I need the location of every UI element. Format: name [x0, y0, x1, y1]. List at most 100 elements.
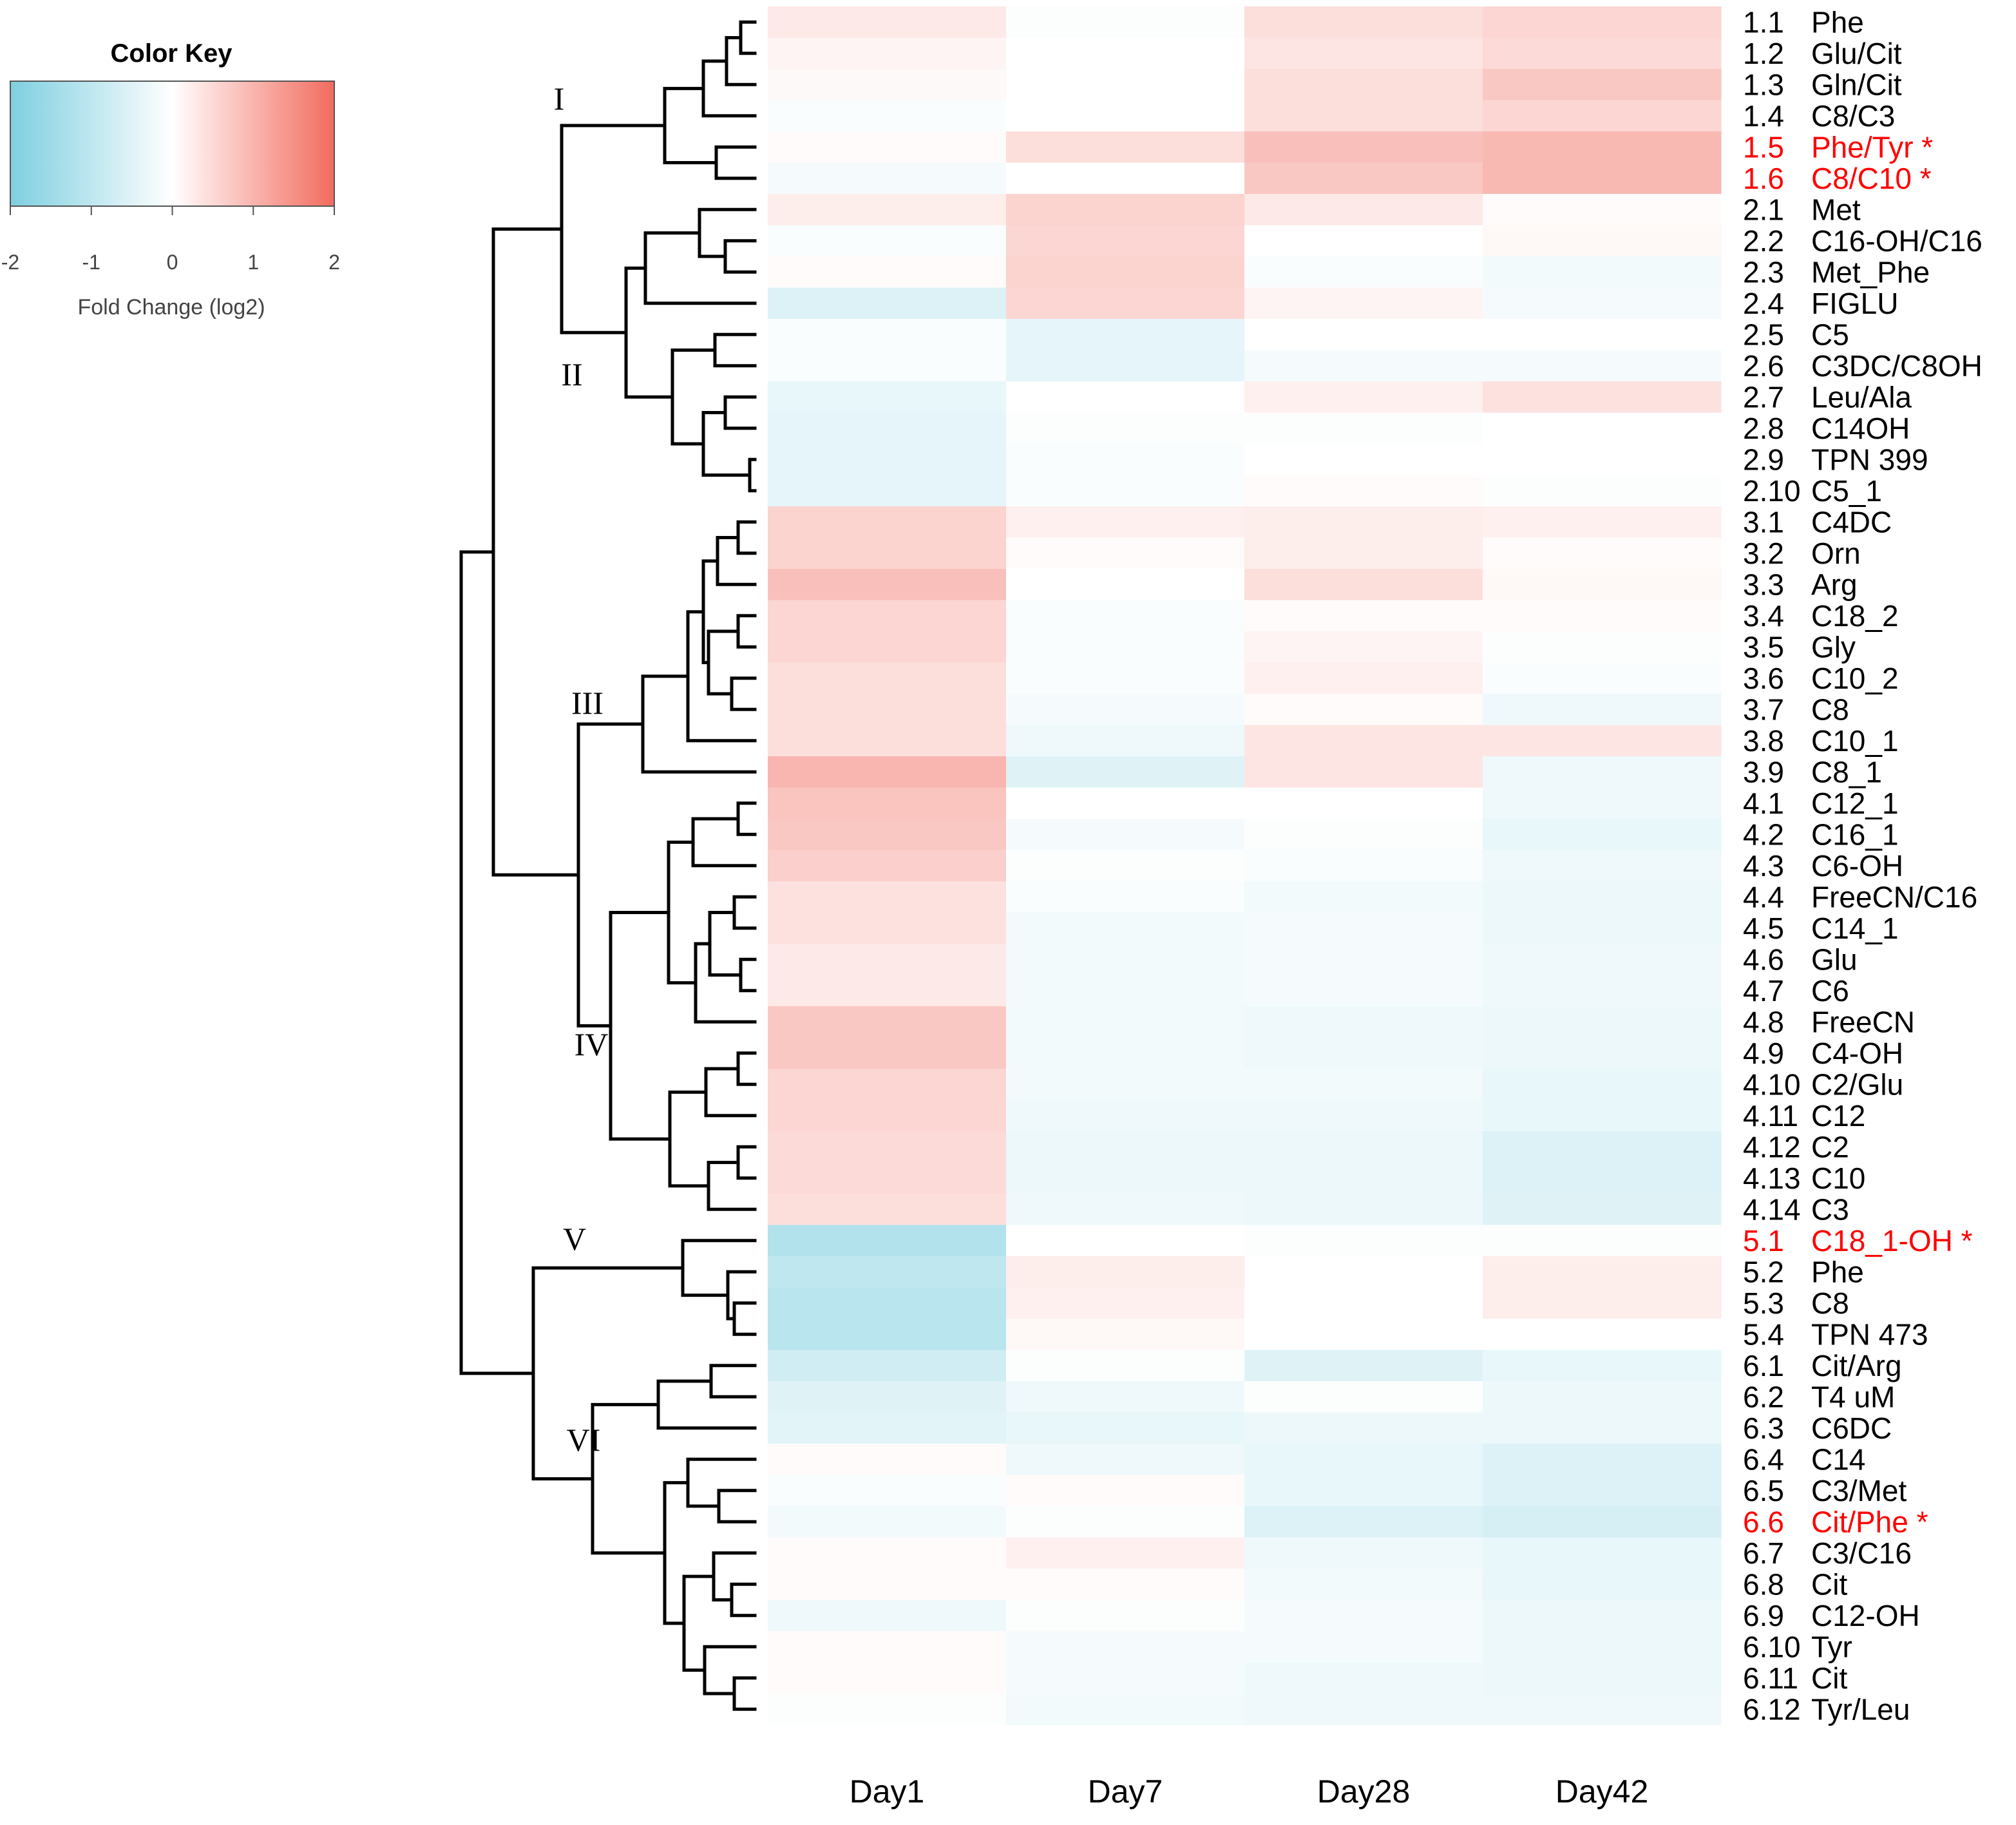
cluster-label: I: [554, 81, 565, 117]
row-label-id: 4.9: [1743, 1037, 1784, 1070]
row-label-name: C3DC/C8OH: [1811, 349, 1983, 383]
row-label-id: 3.9: [1743, 755, 1784, 788]
dendrogram-link: [732, 1301, 757, 1336]
heatmap-cell: [1244, 256, 1483, 289]
color-key: Color Key -2 -1 0 1 2 Fold Change (log2): [1, 39, 340, 320]
row-label-name: Tyr/Leu: [1811, 1692, 1910, 1726]
heatmap-cell: [1483, 1037, 1722, 1069]
heatmap-cell: [1244, 1225, 1483, 1257]
row-label: 4.5 C14_1: [1743, 912, 1899, 945]
row-label-id: 3.1: [1743, 505, 1784, 539]
heatmap-cell: [1483, 912, 1722, 944]
row-labels: 1.1 Phe 1.2 Glu/Cit 1.3 Gln/Cit 1.4 C8/C3 1.5 Phe…: [1743, 5, 1983, 1726]
dendrogram-link: [609, 911, 672, 1141]
dendrogram-link: [681, 1239, 757, 1297]
dendrogram-link: [723, 395, 757, 430]
row-label: 6.8 Cit: [1743, 1567, 1847, 1601]
row-label-id: 3.8: [1743, 724, 1784, 758]
dendrogram-link: [459, 550, 535, 1375]
heatmap-cell: [768, 1475, 1007, 1507]
color-key-ticks: -2 -1 0 1 2: [1, 206, 340, 274]
row-label-name: C4DC: [1811, 505, 1892, 539]
heatmap-cell: [1244, 1506, 1483, 1538]
row-label: 1.1 Phe: [1743, 5, 1864, 39]
row-label: 2.2 C16-OH/C16: [1743, 224, 1983, 258]
heatmap-cell: [1006, 912, 1245, 944]
heatmap-cell: [768, 1694, 1007, 1726]
heatmap-cell: [768, 381, 1007, 414]
row-label-id: 4.14: [1743, 1192, 1801, 1226]
heatmap-cell: [1006, 256, 1245, 289]
row-label-name: C3/C16: [1811, 1536, 1912, 1570]
row-label-id: 2.3: [1743, 255, 1784, 289]
row-label-id: 6.1: [1743, 1349, 1784, 1382]
heatmap-cell: [1244, 1256, 1483, 1288]
row-label: 6.2 T4 uM: [1743, 1380, 1895, 1413]
heatmap-cell: [1483, 1694, 1722, 1726]
row-label-id: 1.5: [1743, 130, 1784, 164]
heatmap-cell: [768, 1506, 1007, 1538]
row-label: 1.4 C8/C3: [1743, 99, 1895, 133]
heatmap-cell: [768, 1256, 1007, 1288]
row-label-id: 1.1: [1743, 5, 1784, 39]
row-label-name: C10_1: [1811, 724, 1899, 758]
row-label: 3.6 C10_2: [1743, 662, 1899, 695]
heatmap-cell: [1483, 1350, 1722, 1382]
row-label-name: C5_1: [1811, 474, 1882, 508]
row-label-id: 4.12: [1743, 1130, 1801, 1163]
heatmap-cell: [768, 631, 1007, 664]
heatmap-cell: [1244, 1412, 1483, 1444]
dendrogram-link: [704, 1067, 757, 1118]
dendrogram-link: [707, 1161, 757, 1211]
heatmap-cell: [1483, 350, 1722, 382]
row-label: 5.3 C8: [1743, 1286, 1849, 1320]
color-key-title: Color Key: [111, 39, 233, 68]
heatmap-cell: [1244, 1319, 1483, 1351]
row-label: 4.7 C6: [1743, 974, 1849, 1008]
heatmap-cell: [1244, 881, 1483, 913]
row-label-id: 4.7: [1743, 974, 1784, 1008]
heatmap-cell: [1244, 225, 1483, 257]
heatmap-cell: [1006, 1506, 1245, 1538]
row-label-name: Phe: [1811, 1255, 1864, 1288]
heatmap-cell: [1483, 1162, 1722, 1194]
dendrogram-link: [736, 1051, 757, 1086]
heatmap-cell: [1483, 756, 1722, 788]
dendrogram-link: [732, 895, 757, 930]
row-label: 2.5 C5: [1743, 318, 1849, 351]
heatmap-cell: [768, 1100, 1007, 1132]
heatmap-cell: [1244, 287, 1483, 320]
heatmap-cell: [1483, 162, 1722, 195]
heatmap-cell: [1006, 756, 1245, 788]
row-label-name: C8: [1811, 693, 1849, 726]
dendrogram-link: [698, 207, 757, 258]
dendrogram-link: [641, 674, 757, 774]
dendrogram-link: [491, 227, 580, 877]
row-label: 4.12 C2: [1743, 1130, 1849, 1163]
row-label-id: 5.1: [1743, 1224, 1784, 1257]
dendrogram-link: [708, 911, 743, 977]
row-label-id: 6.11: [1743, 1661, 1798, 1695]
heatmap-cell: [768, 256, 1007, 289]
heatmap-cell: [1483, 1319, 1722, 1351]
heatmap-cell: [1006, 412, 1245, 444]
heatmap-cell: [1006, 1256, 1245, 1288]
heatmap-cell: [1244, 975, 1483, 1007]
dendrogram-link: [736, 614, 757, 649]
row-label-id: 1.3: [1743, 68, 1784, 101]
column-label: Day1: [850, 1773, 925, 1810]
row-label-name: C14OH: [1811, 412, 1910, 445]
row-label-name: Cit: [1811, 1661, 1847, 1695]
heatmap-cell: [1244, 1631, 1483, 1663]
row-label-name: T4 uM: [1811, 1380, 1895, 1413]
row-label: 4.2 C16_1: [1743, 817, 1899, 851]
row-label: 4.3 C6-OH: [1743, 849, 1903, 883]
heatmap-cell: [1244, 1350, 1483, 1382]
heatmap-cell: [1244, 1162, 1483, 1194]
heatmap-cells: [768, 6, 1722, 1726]
row-label: 6.1 Cit/Arg: [1743, 1349, 1902, 1382]
cluster-label: III: [571, 685, 604, 721]
row-label-id: 6.5: [1743, 1474, 1784, 1507]
heatmap-cell: [1006, 787, 1245, 819]
row-label: 5.1 C18_1-OH *: [1743, 1224, 1973, 1257]
